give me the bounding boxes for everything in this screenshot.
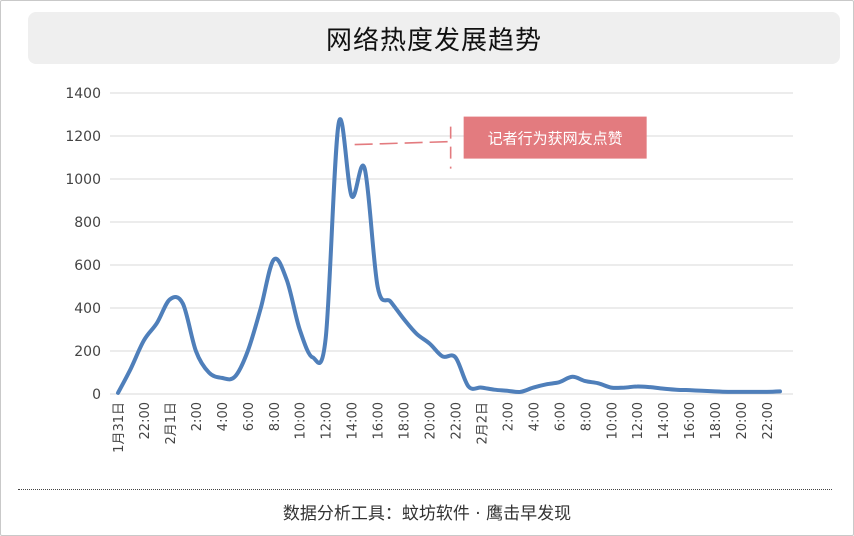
x-tick-label: 10:00: [294, 402, 309, 439]
x-tick-label: 4:00: [216, 402, 231, 431]
footer-source: 数据分析工具：蚊坊软件 · 鹰击早发现: [282, 504, 572, 524]
x-tick-label: 12:00: [631, 402, 646, 439]
x-tick-label: 18:00: [398, 402, 413, 439]
x-tick-label: 22:00: [761, 402, 776, 439]
y-tick-label: 0: [92, 387, 101, 403]
x-tick-label: 8:00: [579, 402, 594, 431]
title-bar: 网络热度发展趋势: [28, 12, 840, 64]
y-tick-label: 1000: [65, 172, 101, 188]
x-tick-label: 16:00: [372, 402, 387, 439]
annotation-leader: [354, 140, 451, 146]
y-tick-label: 1200: [65, 129, 101, 145]
x-tick-label: 14:00: [346, 402, 361, 439]
x-tick-label: 2:00: [190, 402, 205, 431]
chart-title: 网络热度发展趋势: [325, 25, 542, 56]
y-tick-label: 800: [74, 215, 101, 231]
annotation-box: [463, 116, 647, 159]
x-tick-label: 18:00: [709, 402, 724, 439]
annotation-label: 记者行为获网友点赞: [488, 130, 623, 148]
x-tick-label: 20:00: [424, 402, 439, 439]
y-tick-label: 600: [74, 258, 101, 274]
x-tick-label: 2月1日: [164, 402, 179, 445]
y-tick-label: 400: [74, 301, 101, 317]
x-tick-label: 22:00: [138, 402, 153, 439]
x-tick-label: 2月2日: [475, 402, 490, 445]
x-tick-label: 4:00: [527, 402, 542, 431]
x-tick-label: 1月31日: [112, 402, 127, 453]
x-tick-label: 6:00: [242, 402, 257, 431]
x-tick-label: 12:00: [320, 402, 335, 439]
x-tick-label: 6:00: [553, 402, 568, 431]
y-tick-label: 200: [74, 344, 101, 360]
footer-divider: [18, 489, 832, 490]
x-tick-label: 2:00: [501, 402, 516, 431]
x-tick-label: 16:00: [683, 402, 698, 439]
x-tick-label: 10:00: [605, 402, 620, 439]
x-tick-label: 14:00: [657, 402, 672, 439]
x-tick-label: 20:00: [735, 402, 750, 439]
y-tick-label: 1400: [65, 86, 101, 102]
x-tick-label: 22:00: [450, 402, 465, 439]
series-line: [116, 117, 782, 395]
x-tick-label: 8:00: [268, 402, 283, 431]
